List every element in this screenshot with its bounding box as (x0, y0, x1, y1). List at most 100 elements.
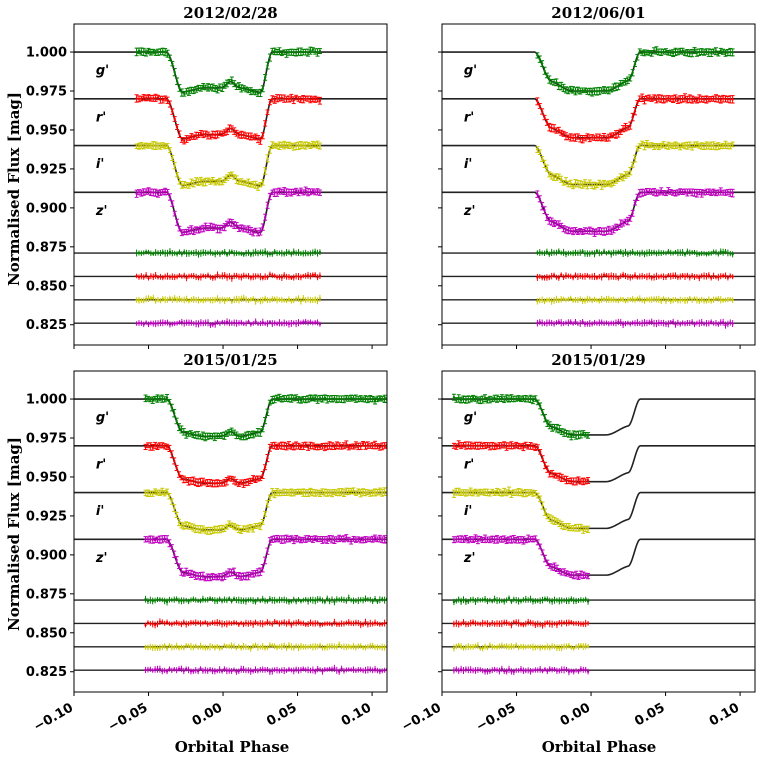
data-point (555, 221, 558, 225)
data-point (211, 482, 214, 485)
residual-point (197, 276, 200, 279)
data-point (271, 143, 274, 147)
residual-point (731, 322, 734, 325)
residual-point (216, 599, 219, 603)
data-series-z (535, 187, 735, 237)
data-point (149, 445, 152, 448)
data-point (283, 397, 286, 400)
residual-point (683, 299, 687, 302)
residual-point (299, 252, 303, 255)
residual-point (299, 599, 303, 603)
data-series-z (134, 186, 322, 237)
residual-point (564, 298, 568, 302)
residual-point (614, 321, 618, 325)
data-point (299, 445, 303, 449)
data-point (142, 190, 145, 194)
data-point (693, 98, 696, 101)
residual-point (147, 276, 150, 280)
residual-point (717, 252, 720, 256)
data-point (244, 181, 248, 185)
residual-point (373, 597, 377, 601)
data-point (216, 227, 219, 231)
data-point (679, 190, 682, 193)
data-point (140, 97, 143, 100)
data-point (311, 98, 314, 101)
data-point (316, 143, 319, 146)
data-point (211, 435, 214, 438)
data-series-r (535, 93, 735, 144)
residual-point (662, 251, 665, 254)
data-point (681, 97, 684, 101)
data-point (705, 50, 708, 53)
data-point (721, 191, 725, 194)
residual-point (598, 275, 601, 278)
residual-point (717, 297, 720, 301)
data-point (216, 180, 219, 183)
data-point (657, 145, 661, 148)
data-point (146, 397, 150, 400)
data-point (340, 398, 343, 401)
data-point (714, 191, 718, 195)
data-point (140, 191, 143, 195)
residual-point (545, 250, 549, 254)
residual-point (292, 250, 295, 254)
residual-point (617, 276, 620, 280)
data-point (163, 190, 167, 193)
residual-point (302, 598, 305, 602)
residual-point (149, 321, 153, 325)
data-point (313, 143, 317, 146)
residual-point (283, 274, 286, 277)
residual-point (369, 598, 372, 601)
residual-point (667, 322, 670, 326)
data-point (187, 432, 190, 436)
residual-point (710, 299, 713, 303)
band-label-g: g' (464, 64, 477, 79)
data-point (586, 90, 589, 93)
data-point (302, 144, 305, 147)
data-point (239, 435, 243, 439)
data-point (369, 444, 372, 448)
residual-point (340, 598, 343, 601)
data-point (271, 49, 274, 53)
residual-point (135, 298, 138, 302)
data-point (228, 174, 231, 177)
data-point (619, 82, 622, 85)
data-point (717, 191, 720, 194)
data-point (233, 223, 236, 227)
data-point (621, 127, 625, 130)
residual-series-g (536, 248, 734, 258)
data-point (247, 433, 250, 437)
data-point (235, 85, 238, 88)
data-point (144, 397, 147, 400)
residual-point (259, 322, 262, 325)
data-point (707, 190, 711, 193)
data-point (330, 397, 334, 400)
data-point (357, 398, 360, 401)
residual-point (175, 298, 179, 301)
residual-point (619, 274, 622, 278)
data-series-i (134, 140, 322, 191)
data-point (321, 445, 324, 448)
data-point (698, 97, 701, 100)
residual-point (287, 600, 291, 603)
residual-point (213, 252, 217, 256)
residual-point (154, 322, 157, 325)
residual-point (154, 299, 157, 303)
data-point (698, 144, 701, 148)
data-point (154, 96, 157, 100)
residual-point (562, 251, 565, 254)
data-point (610, 229, 613, 233)
data-point (571, 230, 575, 233)
data-point (142, 145, 145, 148)
residual-point (667, 298, 670, 301)
data-point (206, 226, 210, 230)
residual-point (318, 274, 322, 277)
data-point (280, 143, 284, 147)
residual-point (660, 251, 663, 255)
residual-point (540, 321, 544, 325)
residual-point (239, 599, 243, 602)
data-point (636, 147, 639, 150)
residual-point (259, 275, 262, 278)
data-point (648, 96, 651, 100)
data-point (371, 444, 374, 447)
